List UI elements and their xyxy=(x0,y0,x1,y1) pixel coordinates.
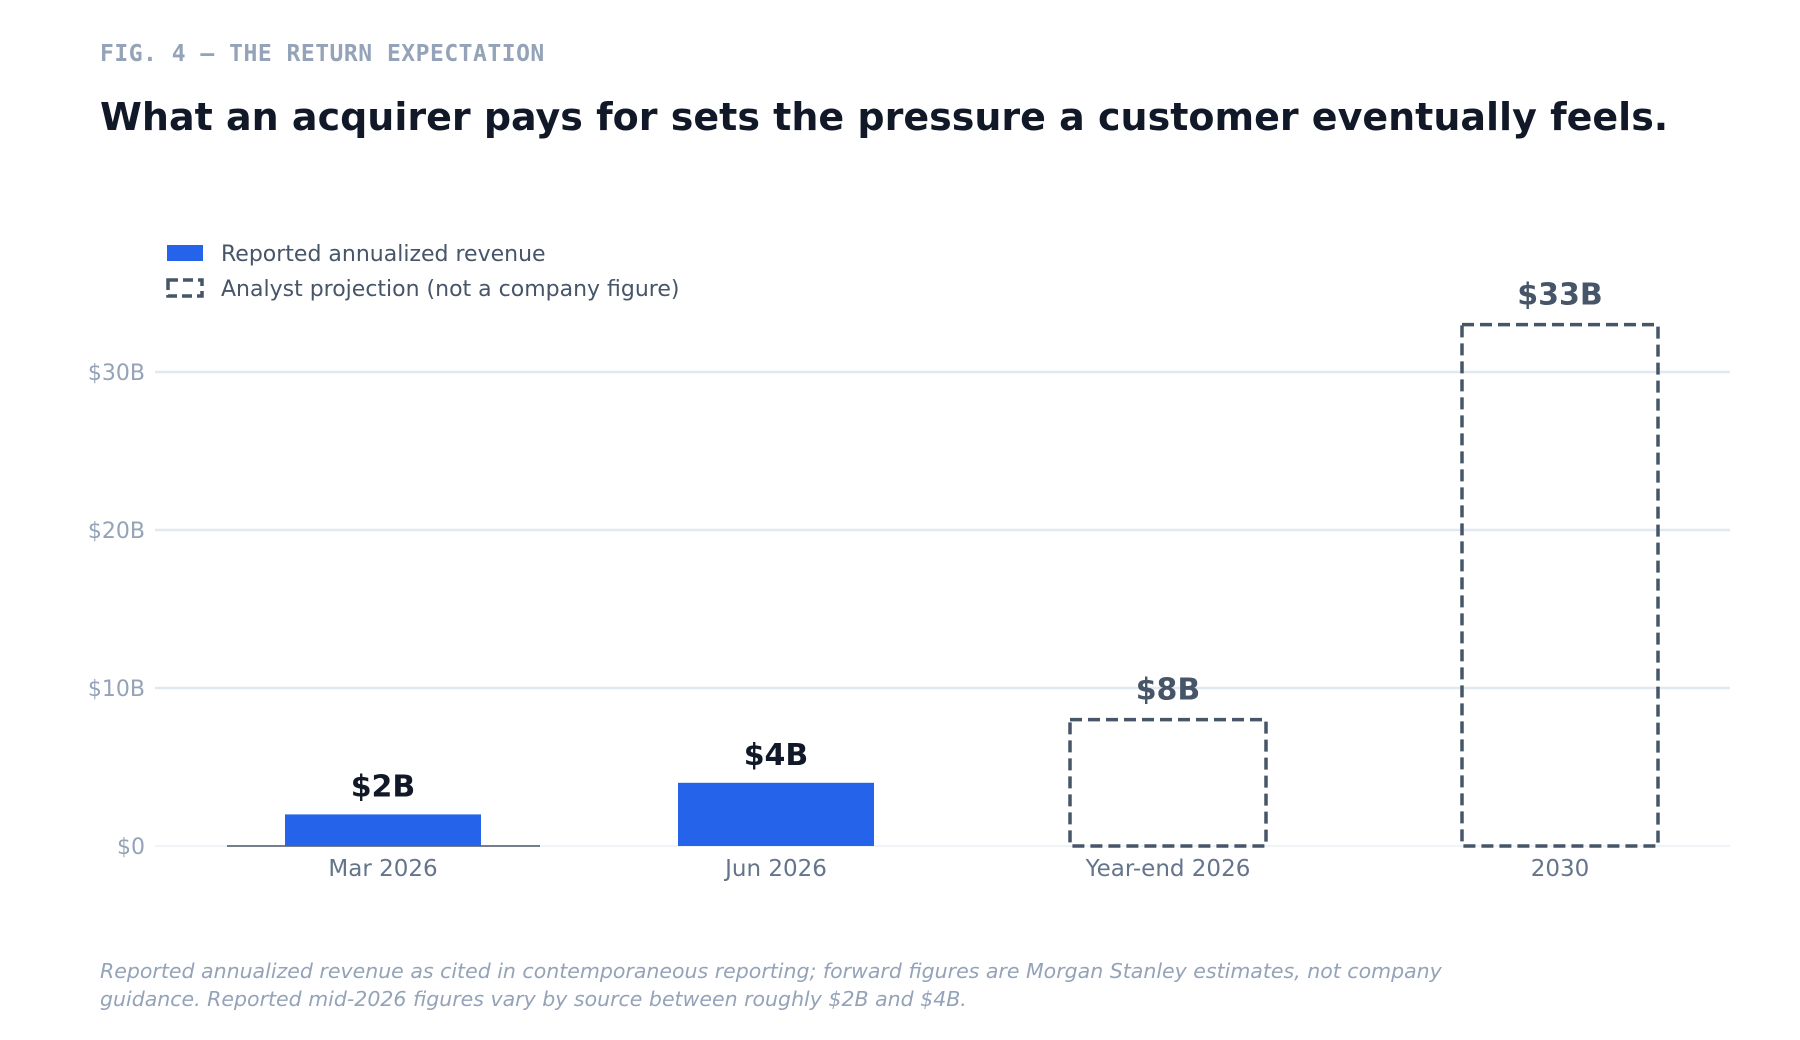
x-category-label: Jun 2026 xyxy=(723,856,827,882)
x-category-label: Year-end 2026 xyxy=(1085,856,1251,882)
y-tick-label: $10B xyxy=(88,677,145,702)
figure-label: FIG. 4 — THE RETURN EXPECTATION xyxy=(100,41,545,67)
y-tick-label: $20B xyxy=(88,519,145,544)
legend-swatch-projection xyxy=(166,278,204,298)
legend-swatch-reported xyxy=(167,245,203,261)
chart-headline: What an acquirer pays for sets the press… xyxy=(100,95,1669,139)
bar-value-label: $8B xyxy=(1136,673,1201,708)
bar-reported xyxy=(285,814,481,846)
bar-projection xyxy=(1068,717,1268,848)
bar-projection xyxy=(1460,322,1660,848)
footnote-line-1: Reported annualized revenue as cited in … xyxy=(100,959,1442,983)
x-category-label: 2030 xyxy=(1531,856,1590,882)
legend-label-reported: Reported annualized revenue xyxy=(221,242,546,267)
legend-label-projection: Analyst projection (not a company figure… xyxy=(221,277,679,302)
bar-value-label: $4B xyxy=(744,738,809,773)
footnote-line-2: guidance. Reported mid-2026 figures vary… xyxy=(100,987,967,1011)
chart-footnote: Reported annualized revenue as cited in … xyxy=(100,957,1660,1013)
y-tick-label: $0 xyxy=(117,835,145,860)
y-tick-label: $30B xyxy=(88,361,145,386)
revenue-bar-chart: $0 $10B $20B $30B $2B $4B $8B $33B Mar 2026 Jun 2… xyxy=(88,242,1730,882)
bar-value-label: $2B xyxy=(351,769,416,804)
bar-value-label: $33B xyxy=(1517,278,1603,313)
x-category-label: Mar 2026 xyxy=(328,856,437,882)
bar-reported xyxy=(678,782,874,846)
